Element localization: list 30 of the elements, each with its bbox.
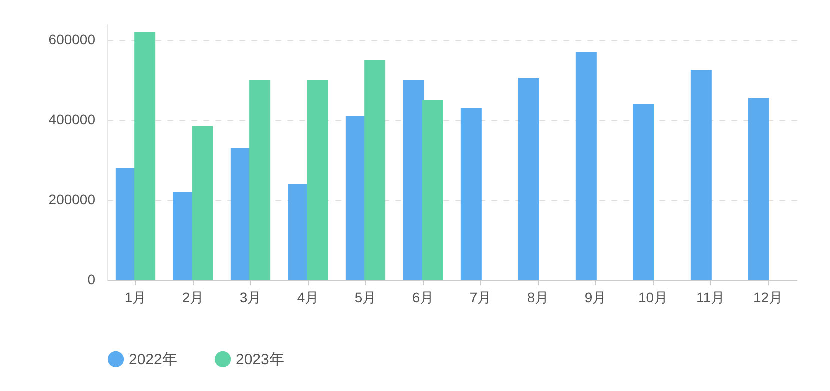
x-tick-label: 11月 [696,290,726,306]
bar [518,78,540,280]
bar [748,98,770,280]
x-tick-label: 3月 [240,290,262,306]
bar [690,70,712,280]
x-tick-label: 4月 [297,290,320,306]
bar [460,108,482,280]
y-tick-label: 0 [88,272,96,288]
bar [576,52,597,280]
bar [192,126,214,280]
x-tick-label: 6月 [412,290,434,306]
y-tick-label: 600000 [48,32,96,48]
x-tick-label: 12月 [753,290,784,306]
bar [134,32,156,280]
bar [307,80,328,280]
x-tick-label: 10月 [638,290,668,306]
y-tick-label: 200000 [48,192,96,208]
legend-label: 2022年 [129,351,178,368]
y-tick-label: 400000 [48,112,96,128]
x-tick-label: 2月 [182,290,204,306]
bar [633,104,654,280]
x-tick-label: 9月 [584,290,607,306]
legend-label: 2023年 [236,351,284,368]
x-tick-label: 8月 [527,290,550,306]
bar [422,100,444,280]
x-tick-label: 5月 [354,290,377,306]
x-tick-label: 1月 [124,290,147,306]
bar [250,80,271,280]
x-tick-label: 7月 [470,290,492,306]
bar [364,60,386,280]
